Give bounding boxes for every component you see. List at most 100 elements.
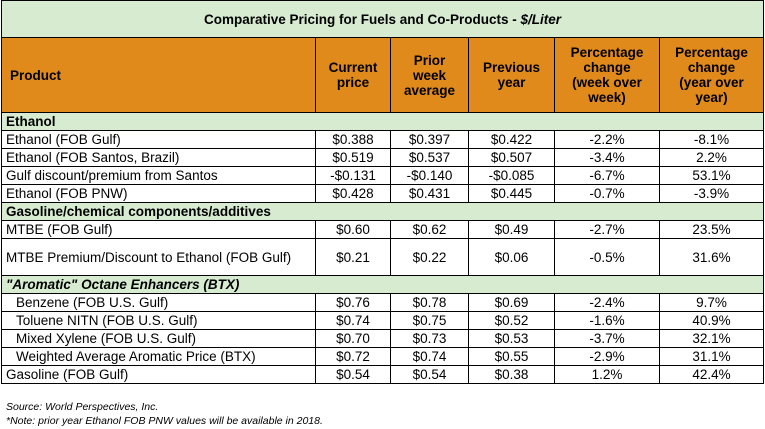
header-line: (year over [679,75,744,90]
value-cell-prior-week: $0.431 [390,184,469,203]
value-cell-pct-year: 42.4% [658,365,765,384]
value-cell-pct-year: 31.1% [658,347,765,366]
value-cell-current: $0.519 [315,148,391,167]
table-row: MTBE (FOB Gulf) $0.60 $0.62 $0.49 -2.7% 23.5% [1,220,765,239]
table-row: Ethanol (FOB Santos, Brazil) $0.519 $0.537… [1,148,765,167]
value-cell-prior-week: $0.62 [390,220,469,239]
product-name-cell: Gulf discount/premium from Santos [1,166,316,185]
value-cell-current: $0.70 [315,329,391,348]
header-current-price: Current price [315,37,391,113]
header-line: week [412,67,447,83]
product-name-cell: Mixed Xylene (FOB U.S. Gulf) [1,329,316,348]
product-name-cell: Toluene NITN (FOB U.S. Gulf) [1,311,316,330]
header-line: Previous [482,60,541,75]
section-header-row: Ethanol [0,112,765,131]
value-cell-previous-year: $0.55 [468,347,555,366]
value-cell-previous-year: $0.422 [468,130,555,149]
source-footnote: Source: World Perspectives, Inc. [6,401,159,413]
header-line: year) [695,90,728,105]
value-cell-pct-week: -2.2% [554,130,660,149]
section-title: Ethanol [0,112,765,131]
header-prior-week-average: Prior week average [390,37,469,113]
value-cell-pct-week: -6.7% [554,166,660,185]
value-cell-prior-week: $0.54 [390,365,469,384]
header-line: (week over [572,75,642,90]
header-line: Percentage [675,45,748,60]
value-cell-current: $0.428 [315,184,391,203]
header-line: change [583,60,631,75]
product-name-cell: Gasoline (FOB Gulf) [1,365,316,384]
value-cell-prior-week: $0.73 [390,329,469,348]
value-cell-pct-week: -2.4% [554,293,660,312]
section-title: "Aromatic" Octane Enhancers (BTX) [0,275,765,294]
product-name-cell: Ethanol (FOB Santos, Brazil) [1,148,316,167]
header-line: year [497,75,526,90]
value-cell-pct-week: -2.9% [554,347,660,366]
value-cell-current: $0.388 [315,130,391,149]
value-cell-pct-week: -0.7% [554,184,660,203]
product-name-cell: Ethanol (FOB Gulf) [1,130,316,149]
table-title-text: Comparative Pricing for Fuels and Co-Pro… [204,11,521,27]
product-name-cell: MTBE Premium/Discount to Ethanol (FOB Gu… [1,238,316,276]
header-pct-change-week: Percentage change (week over week) [554,37,660,113]
value-cell-pct-year: 40.9% [658,311,765,330]
section-header-row: Gasoline/chemical components/additives [0,202,765,221]
value-cell-previous-year: $0.445 [468,184,555,203]
value-cell-prior-week: $0.75 [390,311,469,330]
value-cell-pct-year: 53.1% [658,166,765,185]
table-row: Gasoline (FOB Gulf) $0.54 $0.54 $0.38 1.2% 42… [1,365,765,384]
header-product: Product [1,37,316,113]
value-cell-previous-year: -$0.085 [468,166,555,185]
table-title: Comparative Pricing for Fuels and Co-Pro… [0,0,765,38]
value-cell-pct-week: -1.6% [554,311,660,330]
value-cell-previous-year: $0.49 [468,220,555,239]
value-cell-pct-year: 23.5% [658,220,765,239]
header-previous-year: Previous year [468,37,555,113]
note-footnote: *Note: prior year Ethanol FOB PNW values… [6,415,323,427]
product-name-cell: Ethanol (FOB PNW) [1,184,316,203]
value-cell-pct-year: 32.1% [658,329,765,348]
value-cell-previous-year: $0.38 [468,365,555,384]
value-cell-pct-year: 31.6% [658,238,765,276]
value-cell-pct-year: -3.9% [658,184,765,203]
value-cell-previous-year: $0.06 [468,238,555,276]
value-cell-prior-week: $0.74 [390,347,469,366]
value-cell-current: $0.72 [315,347,391,366]
value-cell-pct-year: 9.7% [658,293,765,312]
value-cell-pct-week: -3.4% [554,148,660,167]
value-cell-pct-year: -8.1% [658,130,765,149]
value-cell-previous-year: $0.53 [468,329,555,348]
product-name-cell: Weighted Average Aromatic Price (BTX) [1,347,316,366]
section-title: Gasoline/chemical components/additives [0,202,765,221]
header-line: Current [328,60,378,75]
table-row: Ethanol (FOB Gulf) $0.388 $0.397 $0.422 -2.2… [1,130,765,149]
value-cell-current: $0.76 [315,293,391,312]
header-line: average [403,82,456,98]
table-row: Toluene NITN (FOB U.S. Gulf) $0.74 $0.75 $0… [1,311,765,330]
product-name-cell: MTBE (FOB Gulf) [1,220,316,239]
value-cell-prior-week: $0.397 [390,130,469,149]
value-cell-pct-week: -0.5% [554,238,660,276]
value-cell-pct-year: 2.2% [658,148,765,167]
value-cell-prior-week: $0.537 [390,148,469,167]
table-title-row: Comparative Pricing for Fuels and Co-Pro… [0,0,765,38]
header-line: price [336,75,370,90]
value-cell-current: $0.74 [315,311,391,330]
product-name-cell: Benzene (FOB U.S. Gulf) [1,293,316,312]
header-line: Percentage [570,45,644,60]
table-row: Weighted Average Aromatic Price (BTX) $0.… [1,347,765,366]
value-cell-prior-week: $0.22 [390,238,469,276]
value-cell-current: $0.21 [315,238,391,276]
value-cell-previous-year: $0.52 [468,311,555,330]
table-row: MTBE Premium/Discount to Ethanol (FOB Gu… [1,238,765,276]
pricing-table: Comparative Pricing for Fuels and Co-Pro… [0,0,765,384]
table-row: Mixed Xylene (FOB U.S. Gulf) $0.70 $0.73 $0… [1,329,765,348]
table-row: Gulf discount/premium from Santos -$0.131… [1,166,765,185]
section-header-row: "Aromatic" Octane Enhancers (BTX) [0,275,765,294]
table-header-row: Product Current price Prior week average Pr… [1,37,765,113]
value-cell-current: -$0.131 [315,166,391,185]
value-cell-current: $0.60 [315,220,391,239]
header-line: change [687,60,736,75]
value-cell-prior-week: $0.78 [390,293,469,312]
